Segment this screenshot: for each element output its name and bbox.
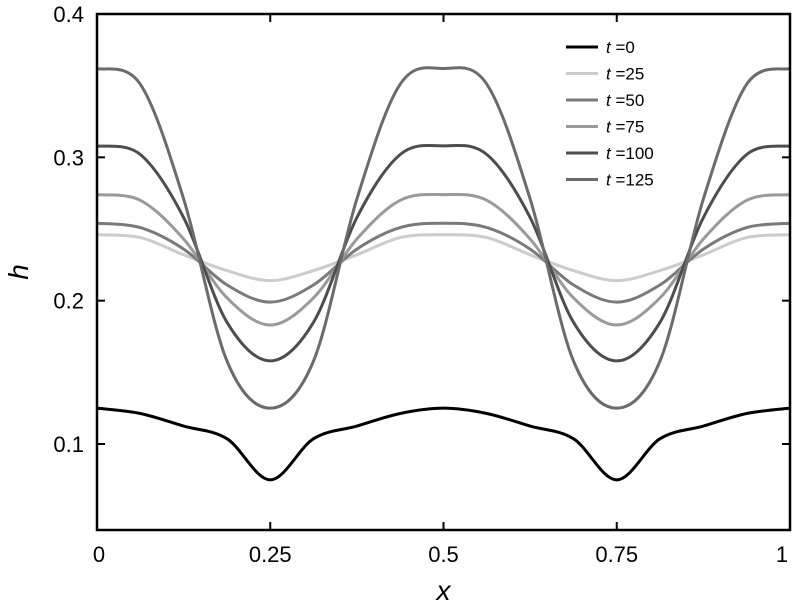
series-line-2 <box>96 221 791 304</box>
legend-label-2: t =50 <box>606 91 644 110</box>
x-tick-label: 0.5 <box>428 542 459 567</box>
legend-label-0: t =0 <box>606 38 635 57</box>
legend-label-1: t =25 <box>606 65 644 84</box>
y-tick-label: 0.3 <box>53 145 84 170</box>
y-tick-label: 0.4 <box>53 2 84 27</box>
x-tick-label: 0.25 <box>249 542 292 567</box>
x-tick-label: 0 <box>93 542 105 567</box>
y-tick-label: 0.2 <box>53 289 84 314</box>
series-line-0 <box>96 406 791 482</box>
legend-label-5: t =125 <box>606 171 654 190</box>
x-tick-label: 0.75 <box>595 542 638 567</box>
series-line-4 <box>96 143 791 363</box>
x-axis-ticks: 0 0.25 0.5 0.75 1 <box>93 14 791 567</box>
plot-lines <box>96 66 791 482</box>
x-tick-label: 1 <box>776 542 788 567</box>
legend-label-4: t =100 <box>606 144 654 163</box>
y-axis-ticks: 0.1 0.2 0.3 0.4 <box>53 2 790 457</box>
series-line-1 <box>96 233 791 283</box>
legend: t =0 t =25 t =50 t =75 t =100 t =125 <box>566 38 654 190</box>
legend-label-3: t =75 <box>606 118 644 137</box>
series-line-3 <box>96 192 791 327</box>
y-axis-label: h <box>3 264 34 280</box>
x-axis-label: x <box>435 575 452 606</box>
series-line-5 <box>96 66 791 410</box>
y-tick-label: 0.1 <box>53 432 84 457</box>
